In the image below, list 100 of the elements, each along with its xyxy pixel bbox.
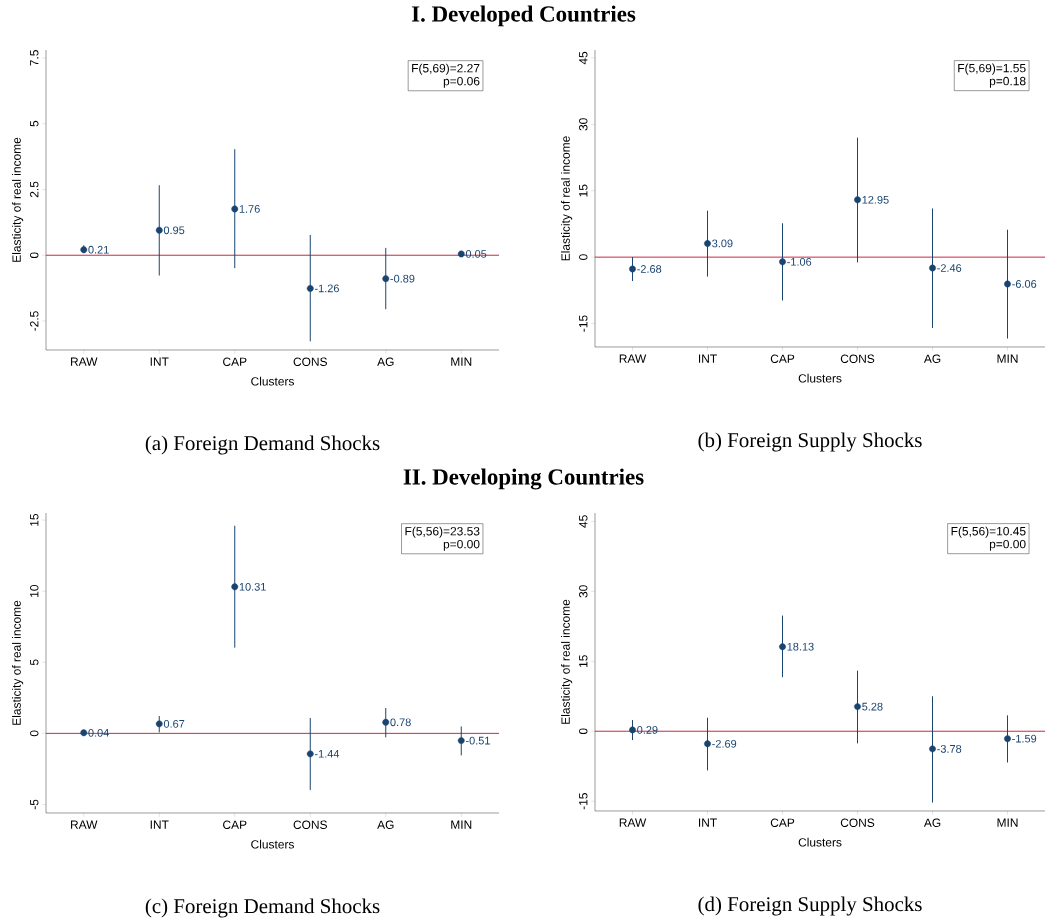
point: [854, 703, 861, 711]
y-axis-title: Elasticity of real income: [12, 137, 24, 262]
annotation: F(5,69)=2.27: [412, 63, 480, 75]
point: [306, 285, 314, 292]
annotation: F(5,56)=10.45: [951, 526, 1026, 538]
x-tick-label: RAW: [71, 357, 98, 366]
data-label: 12.95: [862, 195, 889, 204]
x-tick-label: AG: [377, 357, 394, 366]
x-tick-label: MIN: [451, 820, 472, 829]
point: [80, 729, 88, 737]
data-label: 1.76: [239, 205, 260, 213]
data-label: -1.06: [787, 257, 812, 266]
y-axis-title: Elasticity of real income: [561, 136, 573, 261]
point: [1004, 735, 1011, 743]
y-tick-label: -2.5: [30, 311, 39, 331]
x-tick-label: INT: [150, 357, 169, 366]
data-label: -1.44: [314, 750, 340, 758]
x-tick-label: CONS: [840, 354, 875, 363]
text: (a) Foreign Demand Shocks: [145, 435, 380, 455]
x-tick-label: RAW: [619, 354, 647, 363]
x-tick-label: INT: [150, 820, 169, 829]
annotation: F(5,69)=1.55: [958, 63, 1026, 75]
y-tick-label: 45: [579, 51, 588, 65]
x-tick-label: INT: [698, 354, 717, 363]
y-tick-label: 15: [579, 184, 588, 197]
point: [382, 275, 390, 283]
x-axis-title: Clusters: [798, 837, 842, 847]
chart-title: II. Developing Countries: [403, 468, 644, 490]
point: [155, 720, 163, 728]
x-tick-label: CAP: [223, 820, 247, 829]
chart-title: I. Developed Countries: [411, 5, 636, 27]
text: (b) Foreign Supply Shocks: [698, 432, 922, 452]
y-tick-label: 0: [30, 252, 39, 259]
x-tick-label: AG: [923, 354, 941, 363]
x-tick-label: AG: [923, 818, 941, 827]
point: [854, 196, 861, 204]
data-label: 0.67: [163, 719, 185, 728]
y-tick-label: 7.5: [30, 50, 39, 66]
x-tick-label: MIN: [997, 818, 1018, 827]
point: [704, 240, 711, 247]
x-tick-label: CONS: [293, 357, 327, 366]
point: [779, 258, 786, 266]
x-tick-label: CAP: [223, 357, 247, 366]
point: [155, 226, 163, 234]
y-tick-label: 0: [579, 728, 588, 735]
y-axis-title: Elasticity of real income: [561, 599, 573, 724]
y-tick-label: 45: [579, 515, 588, 528]
y-tick-label: 30: [579, 118, 588, 131]
data-label: 10.31: [239, 582, 266, 591]
point: [704, 740, 711, 748]
point: [457, 737, 465, 745]
data-label: -6.06: [1012, 280, 1037, 288]
annotation: p=0.00: [443, 539, 480, 551]
data-label: 18.13: [787, 642, 814, 651]
y-tick-label: -5: [30, 799, 39, 810]
x-axis-title: Clusters: [798, 373, 842, 383]
data-label: 0.78: [390, 718, 411, 727]
data-label: 0.95: [163, 226, 185, 235]
y-tick-label: 2.5: [30, 181, 39, 198]
x-tick-label: CONS: [293, 820, 327, 829]
data-label: -2.69: [712, 739, 737, 748]
y-axis-title: Elasticity of real income: [12, 600, 24, 725]
y-tick-label: 15: [579, 655, 588, 668]
y-tick-label: -15: [579, 793, 588, 810]
point: [629, 265, 636, 273]
data-label: -0.89: [390, 274, 415, 283]
x-axis-title: Clusters: [251, 376, 294, 386]
point: [779, 643, 786, 651]
y-tick-label: 5: [30, 120, 39, 127]
x-tick-label: AG: [377, 820, 394, 829]
data-label: -3.78: [937, 745, 962, 753]
point: [629, 726, 636, 734]
point: [1004, 280, 1011, 288]
point: [929, 745, 936, 753]
y-tick-label: 5: [30, 659, 39, 666]
data-label: -2.46: [937, 264, 962, 272]
point: [231, 583, 239, 591]
data-label: -1.26: [314, 284, 339, 293]
point: [231, 205, 239, 213]
x-tick-label: RAW: [619, 818, 647, 827]
point: [929, 264, 936, 272]
point: [457, 250, 465, 258]
text: (c) Foreign Demand Shocks: [145, 898, 380, 918]
x-tick-label: CAP: [770, 354, 795, 363]
x-tick-label: CAP: [770, 818, 795, 827]
x-tick-label: CONS: [840, 818, 875, 827]
data-label: -0.51: [465, 736, 490, 745]
x-tick-label: RAW: [71, 820, 98, 829]
data-label: -1.59: [1012, 734, 1037, 743]
y-tick-label: 0: [579, 254, 588, 260]
text: (d) Foreign Supply Shocks: [698, 896, 922, 916]
data-label: 5.28: [862, 702, 883, 711]
data-label: 3.09: [712, 239, 733, 248]
annotation: p=0.18: [989, 76, 1026, 88]
x-tick-label: MIN: [451, 357, 472, 366]
point: [306, 750, 314, 758]
y-tick-label: 30: [579, 585, 588, 598]
data-label: -2.68: [637, 265, 662, 273]
point: [382, 718, 390, 726]
data-label: 0.21: [88, 245, 109, 254]
